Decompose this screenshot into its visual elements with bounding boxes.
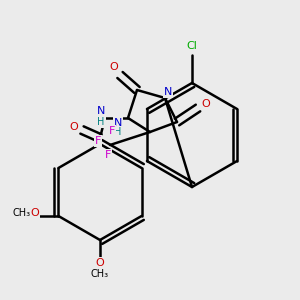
Text: H: H	[114, 127, 122, 137]
Text: CH₃: CH₃	[91, 269, 109, 279]
Text: Cl: Cl	[187, 41, 197, 51]
Text: F: F	[105, 150, 111, 160]
Text: F: F	[109, 126, 115, 136]
Text: N: N	[97, 106, 105, 116]
Text: O: O	[30, 208, 39, 218]
Text: CH₃: CH₃	[12, 208, 31, 218]
Text: N: N	[114, 118, 122, 128]
Text: F: F	[95, 136, 101, 146]
Text: N: N	[164, 87, 172, 97]
Text: H: H	[97, 117, 105, 127]
Text: O: O	[70, 122, 78, 132]
Text: O: O	[110, 62, 118, 72]
Text: O: O	[96, 258, 104, 268]
Text: O: O	[202, 99, 210, 109]
